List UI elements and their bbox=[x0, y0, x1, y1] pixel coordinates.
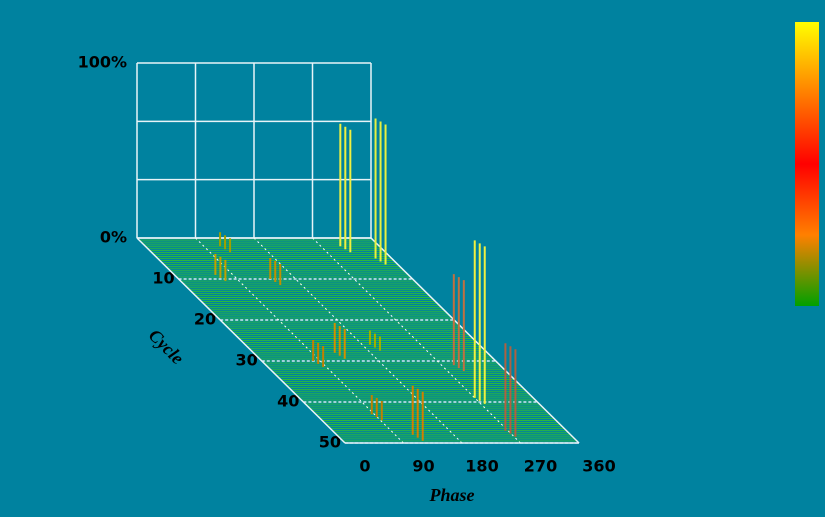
floor-grid-line bbox=[312, 237, 521, 444]
floor-grid-line bbox=[253, 237, 463, 444]
spike bbox=[504, 343, 517, 437]
colorbar bbox=[795, 22, 819, 306]
y-axis-title: Cycle bbox=[145, 325, 188, 368]
floor-grid-line bbox=[195, 237, 404, 444]
spike bbox=[312, 340, 325, 367]
spike bbox=[452, 274, 465, 372]
z-tick-label: 0% bbox=[100, 228, 127, 247]
spike bbox=[368, 330, 381, 351]
y-tick-label: 10 bbox=[152, 269, 174, 288]
spike bbox=[370, 395, 383, 421]
y-tick-label: 20 bbox=[194, 310, 216, 329]
z-tick-label: 100% bbox=[78, 53, 127, 72]
spike bbox=[473, 240, 486, 404]
y-tick-label: 50 bbox=[319, 433, 341, 452]
y-tick-label: 40 bbox=[277, 392, 299, 411]
x-tick-label: 270 bbox=[524, 457, 557, 476]
y-tick-label: 30 bbox=[236, 351, 258, 370]
x-tick-label: 180 bbox=[465, 457, 498, 476]
x-axis-title: Phase bbox=[429, 485, 475, 505]
x-tick-label: 360 bbox=[582, 457, 615, 476]
spike bbox=[214, 253, 227, 281]
spike bbox=[374, 118, 387, 265]
x-tick-label: 0 bbox=[359, 457, 370, 476]
x-tick-label: 90 bbox=[412, 457, 434, 476]
spike bbox=[269, 258, 282, 285]
spike bbox=[219, 232, 232, 253]
spike bbox=[339, 123, 352, 253]
spike bbox=[411, 385, 424, 441]
spike bbox=[333, 323, 346, 359]
floor-edge bbox=[136, 237, 346, 444]
